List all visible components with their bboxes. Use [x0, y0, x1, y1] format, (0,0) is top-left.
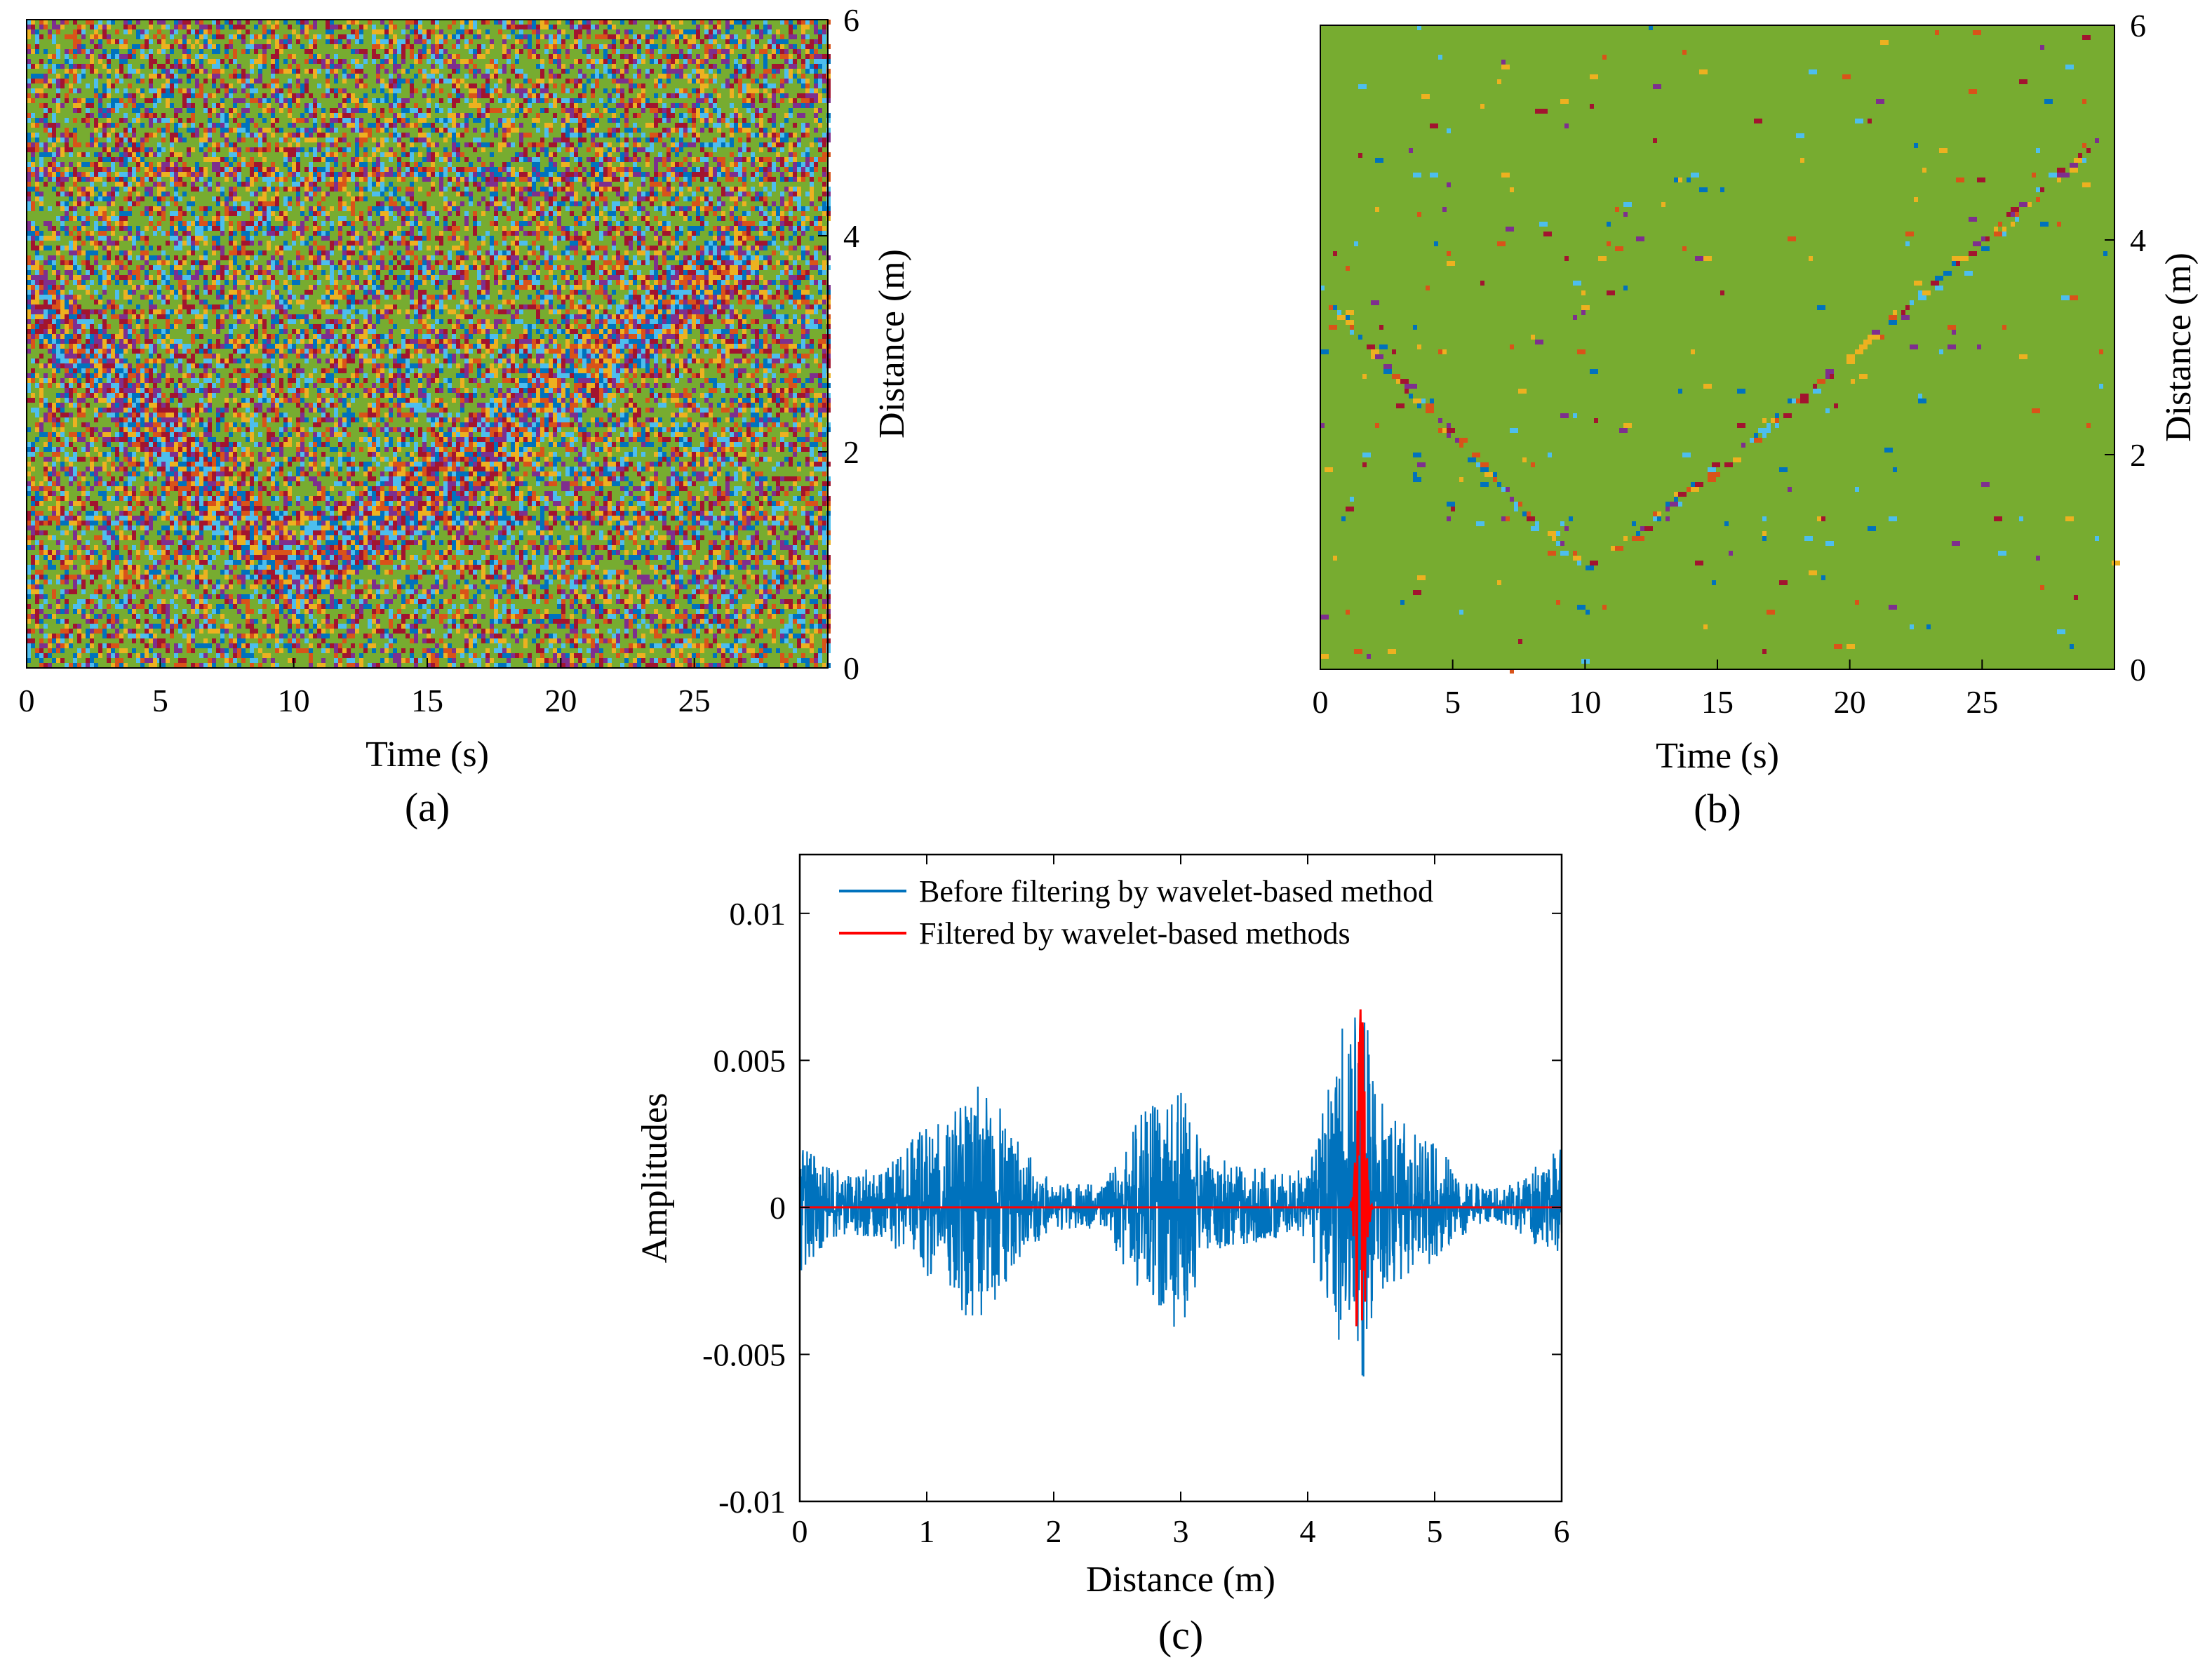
- y-axis-label-b: Distance (m): [2159, 253, 2199, 442]
- b-xtick-label: 0: [1313, 684, 1329, 720]
- a-heatmap-cells-5: [27, 20, 831, 668]
- a-ytick-label: 6: [843, 2, 859, 38]
- x-ticks-a: 0 5 10 15 20 25: [19, 658, 711, 718]
- c-xtick-label: 4: [1300, 1513, 1316, 1549]
- a-xtick-label: 15: [411, 683, 443, 718]
- panel-b: 0 5 10 15 20 25 0 2 4 6 Time (s) Distance (m) (b…: [1313, 8, 2199, 831]
- heatmap-a: [27, 20, 831, 668]
- x-axis-label-c: Distance (m): [1086, 1560, 1275, 1600]
- y-ticks-c: -0.01 -0.005 0 0.005 0.01: [702, 896, 1562, 1520]
- b-ytick-label: 6: [2130, 8, 2146, 43]
- x-axis-label-a: Time (s): [366, 735, 489, 775]
- y-ticks-b: 0 2 4 6: [2105, 8, 2146, 688]
- c-ytick-label: 0: [770, 1190, 786, 1226]
- panel-label-b: (b): [1694, 786, 1741, 831]
- y-axis-label-c: Amplitudes: [635, 1093, 675, 1264]
- legend: Before filtering by wavelet-based method…: [839, 874, 1433, 951]
- legend-label-before: Before filtering by wavelet-based method: [919, 874, 1433, 909]
- a-xtick-label: 0: [19, 683, 35, 718]
- x-axis-label-b: Time (s): [1656, 736, 1779, 776]
- x-ticks-c: 0 1 2 3 4 5 6: [792, 855, 1570, 1549]
- y-ticks-a: 0 2 4 6: [818, 2, 859, 686]
- a-xtick-label: 5: [152, 683, 168, 718]
- panel-c: 0 1 2 3 4 5 6 -0.01 -0.005 0 0.005 0.01 Before fil…: [635, 853, 1570, 1658]
- y-axis-label-a: Distance (m): [872, 249, 912, 438]
- c-xtick-label: 5: [1427, 1513, 1443, 1549]
- b-ytick-label: 0: [2130, 652, 2146, 688]
- b-xtick-label: 15: [1701, 684, 1734, 720]
- panel-a: 0 5 10 15 20 25 0 2 4 6 Time (s) Distance (m) (a…: [19, 2, 913, 830]
- a-xtick-label: 10: [278, 683, 310, 718]
- b-xtick-label: 5: [1444, 684, 1461, 720]
- b-xtick-label: 25: [1966, 684, 1998, 720]
- c-xtick-label: 3: [1173, 1513, 1189, 1549]
- c-ytick-label: 0.01: [730, 896, 786, 932]
- series-filtered-line: [800, 1009, 1562, 1327]
- a-xtick-label: 20: [544, 683, 577, 718]
- a-xtick-label: 25: [678, 683, 711, 718]
- heatmap-b: [1320, 25, 2120, 674]
- c-ytick-label: -0.005: [702, 1337, 786, 1372]
- b-xtick-label: 20: [1834, 684, 1866, 720]
- panel-label-c: (c): [1158, 1612, 1203, 1658]
- x-ticks-b: 0 5 10 15 20 25: [1313, 659, 1998, 720]
- b-ytick-label: 4: [2130, 222, 2146, 258]
- c-ytick-label: 0.005: [713, 1043, 786, 1078]
- b-xtick-label: 10: [1569, 684, 1601, 720]
- a-ytick-label: 2: [843, 434, 859, 470]
- c-xtick-label: 0: [792, 1513, 808, 1549]
- line-plot-c: [798, 1009, 1563, 1377]
- legend-label-filtered: Filtered by wavelet-based methods: [919, 916, 1350, 951]
- series-before-line: [798, 1017, 1563, 1377]
- c-xtick-label: 6: [1554, 1513, 1570, 1549]
- c-xtick-label: 2: [1046, 1513, 1062, 1549]
- panel-label-a: (a): [405, 784, 450, 830]
- b-heatmap-cells-0: [1320, 25, 2103, 664]
- a-ytick-label: 4: [843, 218, 859, 254]
- a-heatmap-cells-3: [27, 20, 831, 668]
- b-ytick-label: 2: [2130, 437, 2146, 473]
- c-ytick-label: -0.01: [718, 1484, 786, 1520]
- a-ytick-label: 0: [843, 650, 859, 686]
- c-xtick-label: 1: [919, 1513, 935, 1549]
- a-heatmap-cells-0: [27, 20, 831, 668]
- b-heatmap-background: [1320, 25, 2114, 669]
